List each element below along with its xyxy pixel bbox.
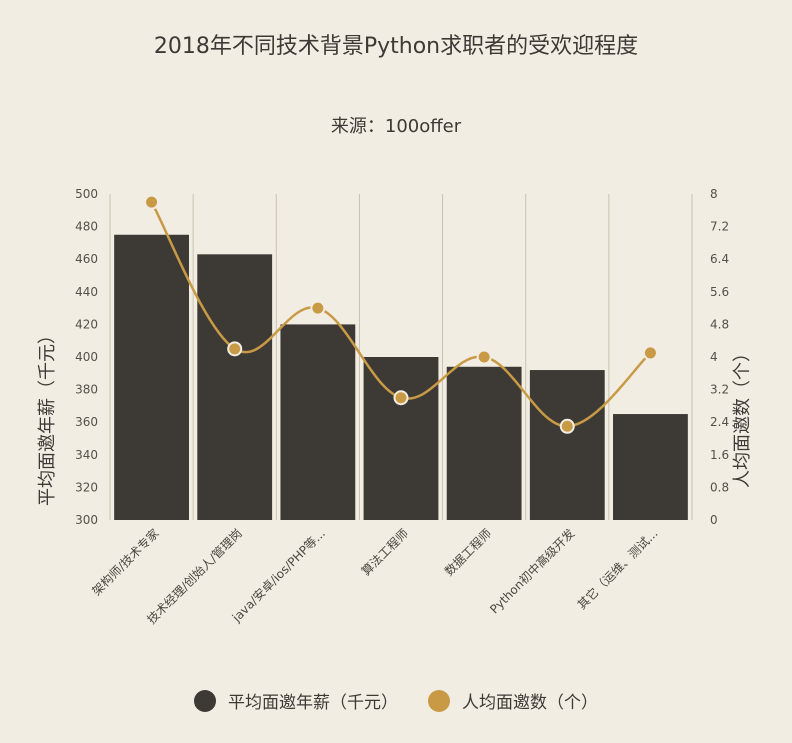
left-tick-label: 360 <box>75 415 98 429</box>
left-tick-label: 460 <box>75 252 98 266</box>
right-tick-label: 0 <box>710 513 718 527</box>
category-label: 算法工程师 <box>358 526 411 579</box>
line-point <box>393 390 409 406</box>
category-label: 其它（运维、测试... <box>574 526 661 613</box>
category-label: Python初中高级开发 <box>486 526 577 617</box>
left-axis-title: 平均面邀年薪（千元） <box>37 326 58 506</box>
right-tick-label: 4 <box>710 350 718 364</box>
legend-item-salary[interactable]: 平均面邀年薪（千元） <box>194 688 398 713</box>
right-axis-title: 人均面邀数（个） <box>732 344 753 488</box>
right-tick-label: 6.4 <box>710 252 729 266</box>
left-tick-label: 420 <box>75 317 98 331</box>
left-tick-label: 440 <box>75 285 98 299</box>
right-tick-label: 0.8 <box>710 480 729 494</box>
line-series <box>144 194 658 434</box>
bar <box>197 254 273 520</box>
category-label: java/安卓/ios/PHP等... <box>228 526 328 626</box>
left-tick-label: 300 <box>75 513 98 527</box>
legend: 平均面邀年薪（千元） 人均面邀数（个） <box>0 688 792 713</box>
right-tick-label: 4.8 <box>710 317 729 331</box>
chart-title: 2018年不同技术背景Python求职者的受欢迎程度 <box>153 34 639 59</box>
line-point <box>227 341 243 357</box>
right-tick-label: 5.6 <box>710 285 729 299</box>
bar <box>280 324 356 520</box>
category-label: 数据工程师 <box>441 526 494 579</box>
legend-label-invites: 人均面邀数（个） <box>462 693 598 713</box>
left-tick-label: 480 <box>75 220 98 234</box>
left-tick-label: 320 <box>75 480 98 494</box>
legend-label-salary: 平均面邀年薪（千元） <box>228 693 398 713</box>
line-point <box>559 418 575 434</box>
left-tick-label: 500 <box>75 187 98 201</box>
legend-swatch-invites <box>428 689 450 712</box>
grid <box>109 194 693 520</box>
line-point <box>476 349 492 365</box>
legend-item-invites[interactable]: 人均面邀数（个） <box>428 688 598 713</box>
bar <box>114 234 189 520</box>
right-tick-label: 2.4 <box>710 415 729 429</box>
bar <box>613 414 688 520</box>
bar <box>529 370 605 520</box>
line-point <box>144 194 160 210</box>
chart-subtitle: 来源：100offer <box>330 116 462 137</box>
right-axis-ticks: 8 7.2 6.4 5.6 4.8 4 3.2 2.4 1.6 0.8 0 <box>710 187 729 527</box>
right-tick-label: 3.2 <box>710 383 729 397</box>
category-label: 架构师/技术专家 <box>89 526 162 599</box>
left-tick-label: 400 <box>75 350 98 364</box>
left-axis-ticks: 500 480 460 440 420 400 380 360 340 320 300 <box>75 187 98 527</box>
bar <box>446 366 522 520</box>
right-tick-label: 8 <box>710 187 718 201</box>
legend-swatch-salary <box>194 689 216 712</box>
category-label: 技术经理/创始人/管理岗 <box>144 526 245 627</box>
line-point <box>642 345 658 361</box>
left-tick-label: 380 <box>75 383 98 397</box>
line-point <box>310 300 326 316</box>
bar-series <box>114 234 688 520</box>
right-tick-label: 1.6 <box>710 448 729 462</box>
left-tick-label: 340 <box>75 448 98 462</box>
bar <box>363 357 439 520</box>
right-tick-label: 7.2 <box>710 220 729 234</box>
